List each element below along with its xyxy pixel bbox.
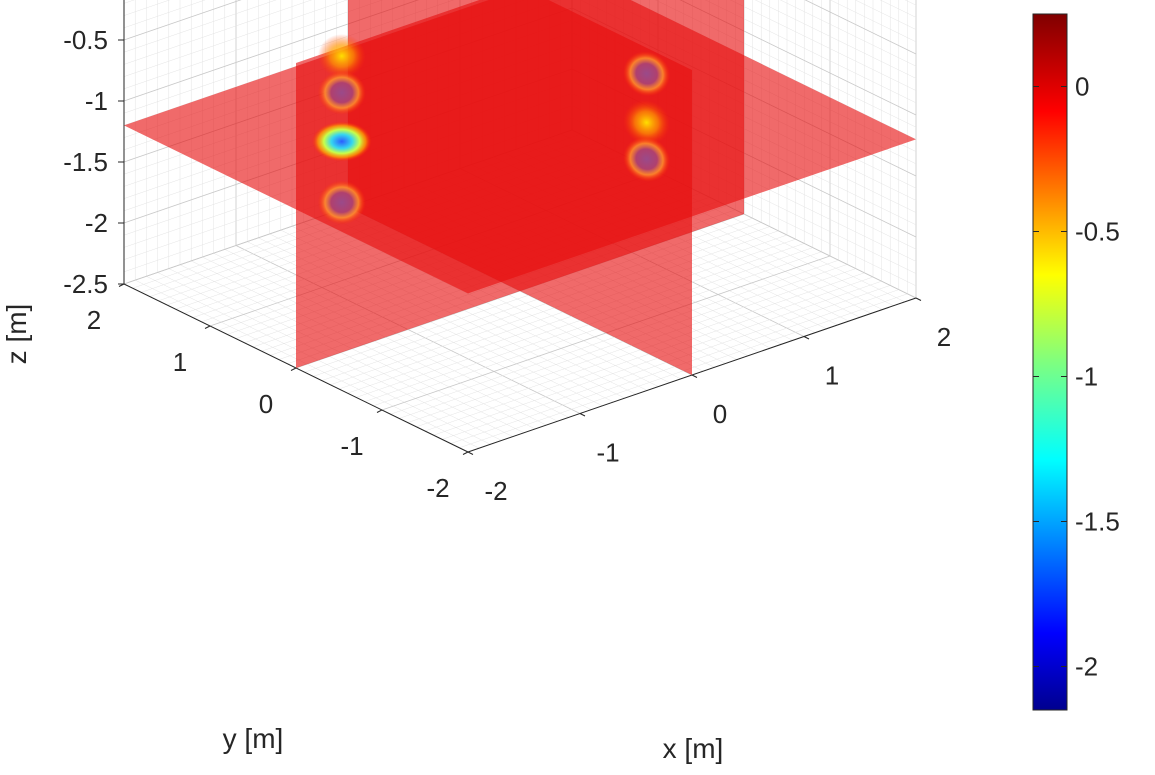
z-tick-label: -2 <box>85 208 108 238</box>
x-tick-label: -1 <box>596 438 619 468</box>
grid-line-z-back <box>123 0 313 65</box>
x-tick-mark <box>467 451 474 455</box>
anomaly-blob-6 <box>623 136 671 182</box>
grid-line-y-floor <box>450 289 899 444</box>
y-tick-label: 1 <box>173 347 187 377</box>
z-tick-label: -0.5 <box>63 25 108 55</box>
y-tick-mark <box>462 451 469 455</box>
y-tick-label: 2 <box>87 305 101 335</box>
anomaly-blob-5 <box>623 100 671 146</box>
grid-line-z-side <box>754 0 917 79</box>
grid-line-y-floor <box>407 268 856 423</box>
x-tick-mark <box>579 413 586 417</box>
grid-line-z-side <box>804 0 917 55</box>
grid-line-z-back <box>123 0 348 77</box>
anomaly-blob-0 <box>317 34 366 79</box>
colorbar-tick-label: -2 <box>1075 652 1098 682</box>
colorbar: 0 -0.5 -1 -1.5 -2 <box>1032 13 1120 711</box>
grid-line-z-side <box>779 0 917 67</box>
x-tick-label: 1 <box>825 361 839 391</box>
colorbar-ticks: 0 -0.5 -1 -1.5 -2 <box>1033 72 1120 682</box>
z-tick-label: -2.5 <box>63 269 108 299</box>
grid-line-y-floor <box>364 247 813 402</box>
slice-planes <box>124 0 916 375</box>
colorbar-tick-label: 0 <box>1075 72 1089 102</box>
x-tick-mark <box>803 336 810 340</box>
x-tick-label: 0 <box>713 399 727 429</box>
grid-line-y-floor <box>433 280 882 436</box>
grid-line-y-floor <box>321 226 770 381</box>
y-tick-mark <box>204 325 211 329</box>
anomaly-blob-2 <box>311 121 372 162</box>
x-tick-mark <box>915 297 922 301</box>
y-tick-label: -1 <box>340 431 363 461</box>
z-tick-label: -1 <box>85 86 108 116</box>
grid-line-z-side <box>829 0 917 43</box>
grid-line-z-back <box>123 0 277 53</box>
y-tick-label: 0 <box>259 389 273 419</box>
z-tick-label: -1.5 <box>63 147 108 177</box>
x-tick-mark <box>691 374 698 378</box>
x-tick-label: -2 <box>484 476 507 506</box>
grid-line-z-back <box>123 0 206 29</box>
y-tick-label: -2 <box>426 473 449 503</box>
z-axis-label: z [m] <box>1 304 32 365</box>
x-axis-label: x [m] <box>663 733 724 764</box>
anomaly-blob-4 <box>623 51 671 97</box>
colorbar-tick-label: -1.5 <box>1075 507 1120 537</box>
colorbar-tick-label: -0.5 <box>1075 217 1120 247</box>
grid-line-z-side <box>854 0 917 30</box>
anomaly-blob-3 <box>317 180 366 225</box>
anomaly-blobs <box>311 34 671 225</box>
anomaly-blob-1 <box>317 70 366 115</box>
grid-line-y-floor <box>390 259 839 415</box>
colorbar-fill <box>1032 13 1068 711</box>
grid-line-z-back <box>123 0 242 41</box>
colorbar-tick-label: -1 <box>1075 362 1098 392</box>
grid-line-y-floor <box>347 238 796 394</box>
y-tick-mark <box>290 367 297 371</box>
x-tick-label: 2 <box>937 322 951 352</box>
y-axis-label: y [m] <box>223 723 284 754</box>
y-tick-mark <box>376 409 383 413</box>
slice-plane-z <box>124 0 916 294</box>
